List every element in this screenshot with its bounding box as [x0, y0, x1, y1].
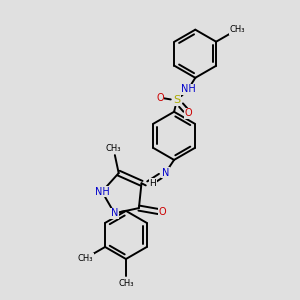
Text: CH₃: CH₃	[106, 144, 121, 153]
Text: S: S	[173, 95, 181, 106]
Text: H: H	[149, 178, 156, 188]
Text: O: O	[184, 108, 192, 118]
Text: CH₃: CH₃	[118, 279, 134, 288]
Text: CH₃: CH₃	[229, 25, 245, 34]
Text: NH: NH	[94, 187, 110, 197]
Text: CH₃: CH₃	[78, 254, 93, 263]
Text: N: N	[111, 208, 118, 218]
Text: NH: NH	[181, 84, 196, 94]
Text: O: O	[159, 207, 167, 217]
Text: N: N	[162, 168, 169, 178]
Text: O: O	[156, 93, 164, 103]
